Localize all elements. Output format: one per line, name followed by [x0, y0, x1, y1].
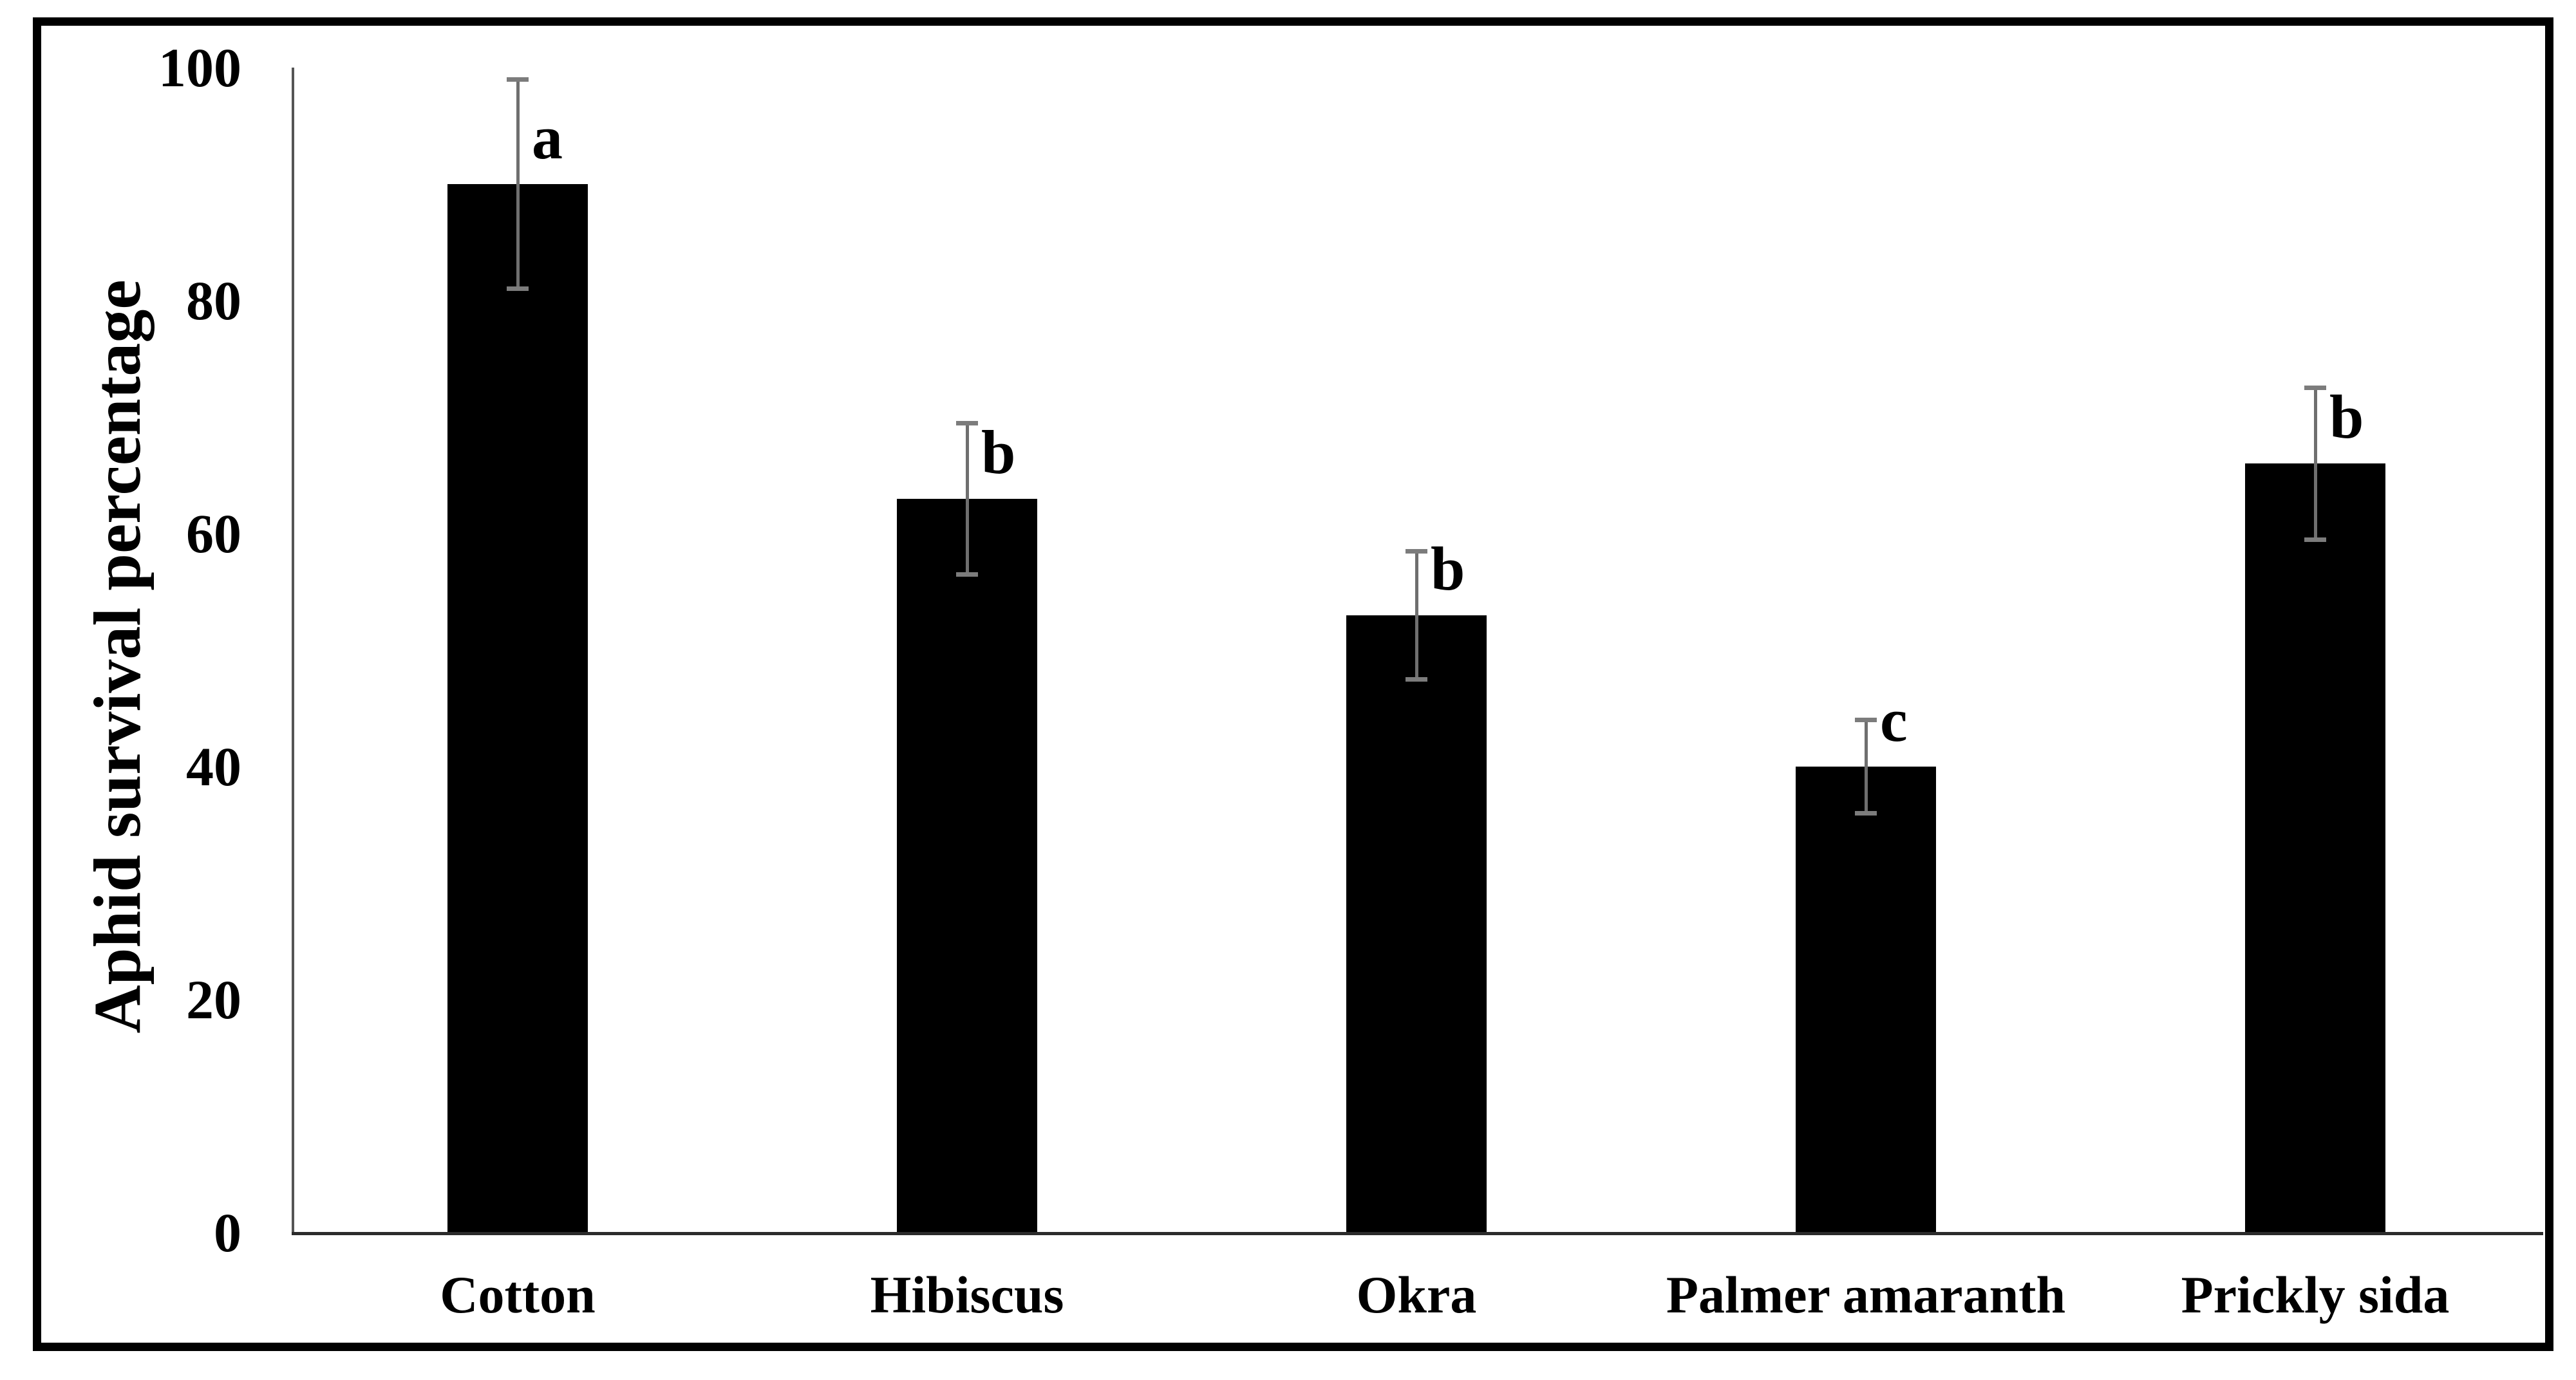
error-bar-cap-top-cotton	[507, 77, 529, 82]
error-bar-okra	[1415, 551, 1418, 680]
significance-letter-hibiscus: b	[981, 417, 1016, 487]
significance-letter-okra: b	[1431, 534, 1465, 603]
error-bar-cap-bottom-okra	[1406, 676, 1427, 682]
bar-okra	[1346, 615, 1487, 1233]
x-category-label-prickly-sida: Prickly sida	[2181, 1265, 2450, 1324]
figure-border	[33, 17, 2553, 1351]
error-bar-cap-bottom-cotton	[507, 286, 529, 292]
x-category-label-cotton: Cotton	[440, 1265, 596, 1324]
x-category-label-okra: Okra	[1356, 1265, 1477, 1324]
bar-palmer-amaranth	[1796, 767, 1936, 1233]
significance-letter-prickly-sida: b	[2329, 382, 2364, 452]
y-tick-label-40: 40	[186, 736, 241, 797]
error-bar-cap-bottom-prickly-sida	[2304, 537, 2326, 542]
error-bar-cap-bottom-palmer-amaranth	[1855, 810, 1877, 816]
y-tick-label-20: 20	[186, 969, 241, 1030]
y-tick-label-100: 100	[158, 37, 241, 98]
error-bar-cap-top-prickly-sida	[2304, 386, 2326, 391]
error-bar-prickly-sida	[2313, 387, 2317, 540]
error-bar-palmer-amaranth	[1864, 720, 1868, 814]
significance-letter-cotton: a	[532, 103, 563, 172]
bar-cotton	[447, 184, 588, 1233]
bar-hibiscus	[897, 498, 1037, 1233]
error-bar-cap-top-palmer-amaranth	[1855, 718, 1877, 723]
error-bar-cotton	[516, 79, 520, 289]
y-tick-label-0: 0	[214, 1202, 241, 1263]
x-category-label-palmer-amaranth: Palmer amaranth	[1666, 1265, 2066, 1324]
y-tick-label-60: 60	[186, 503, 241, 564]
bar-prickly-sida	[2245, 463, 2385, 1233]
error-bar-cap-bottom-hibiscus	[956, 572, 978, 577]
y-tick-label-80: 80	[186, 270, 241, 331]
x-axis-line	[292, 1232, 2543, 1235]
significance-letter-palmer-amaranth: c	[1880, 685, 1908, 754]
y-axis-line	[292, 68, 294, 1235]
error-bar-cap-top-hibiscus	[956, 420, 978, 425]
x-category-label-hibiscus: Hibiscus	[870, 1265, 1064, 1324]
error-bar-cap-top-okra	[1406, 548, 1427, 554]
error-bar-hibiscus	[965, 423, 969, 575]
